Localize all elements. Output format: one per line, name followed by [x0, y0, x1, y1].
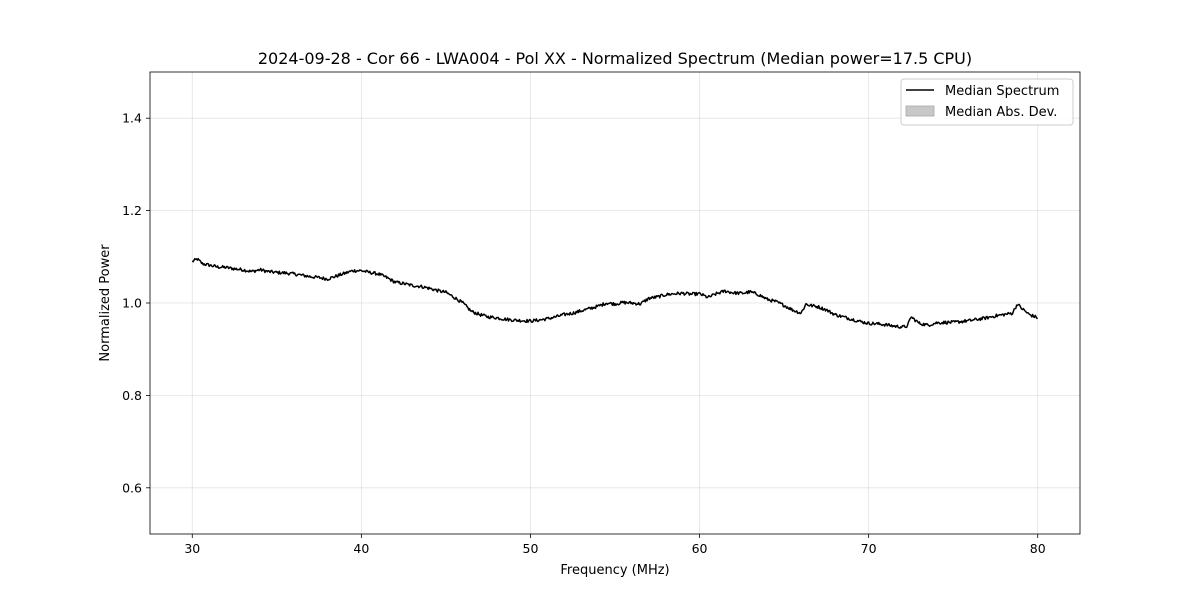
- y-tick-label: 1.4: [122, 111, 142, 126]
- legend-frame: [900, 78, 1074, 126]
- median-spectrum-line: [191, 257, 1038, 329]
- ticks-layer: 30 40 50 60 70 80 0.6 0.8 1.0 1.2 1.4: [122, 111, 1046, 556]
- legend-band-swatch: [905, 105, 935, 117]
- y-axis-label: Normalized Power: [98, 244, 113, 362]
- x-tick-label: 80: [1030, 541, 1046, 556]
- y-tick-label: 0.8: [122, 388, 142, 403]
- series-layer: [191, 257, 1038, 329]
- y-tick-label: 1.2: [122, 203, 142, 218]
- x-tick-label: 60: [692, 541, 708, 556]
- y-tick-label: 0.6: [122, 480, 142, 495]
- x-tick-label: 70: [861, 541, 877, 556]
- y-tick-label: 1.0: [122, 296, 142, 311]
- x-axis-label: Frequency (MHz): [560, 563, 669, 578]
- legend-entry-median-spectrum: Median Spectrum: [945, 84, 1059, 99]
- legend-entry-median-abs-dev: Median Abs. Dev.: [945, 105, 1057, 120]
- x-tick-label: 40: [353, 541, 369, 556]
- x-tick-label: 50: [523, 541, 539, 556]
- x-tick-label: 30: [184, 541, 200, 556]
- chart-title: 2024-09-28 - Cor 66 - LWA004 - Pol XX - …: [258, 49, 972, 68]
- legend: Median Spectrum Median Abs. Dev.: [900, 78, 1074, 126]
